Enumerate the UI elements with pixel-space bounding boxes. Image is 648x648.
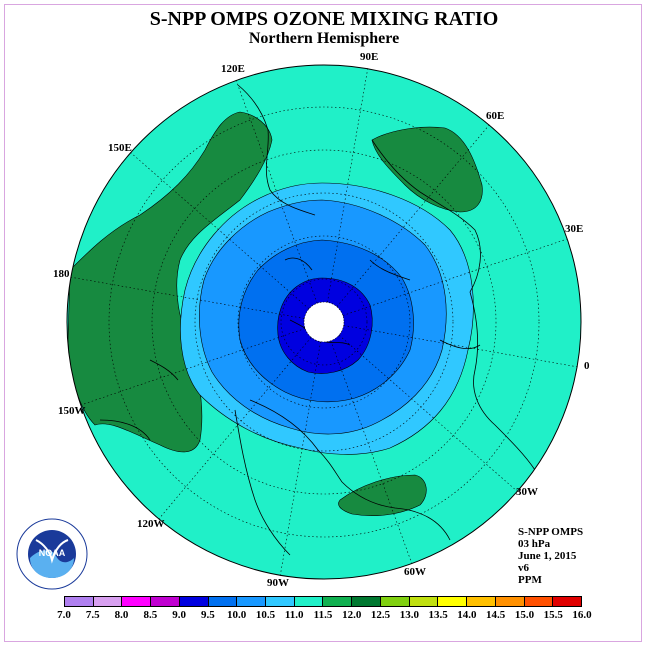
colorbar-tick-label: 13.0 — [399, 609, 419, 621]
lon-label-150w: 150W — [58, 405, 86, 417]
lon-label-60e: 60E — [486, 110, 505, 122]
colorbar-swatch — [495, 597, 525, 606]
colorbar-swatch — [352, 597, 381, 606]
lon-label-120e: 120E — [221, 63, 245, 75]
colorbar-tick-label: 7.0 — [57, 609, 71, 621]
colorbar-swatch — [65, 597, 94, 606]
colorbar-tick-label: 14.5 — [486, 609, 506, 621]
colorbar-tick-label: 12.0 — [342, 609, 362, 621]
info-units: PPM — [518, 574, 542, 586]
lon-label-120w: 120W — [137, 518, 165, 530]
colorbar-swatch — [208, 597, 238, 606]
info-level: 03 hPa — [518, 538, 551, 550]
map-subtitle: Northern Hemisphere — [248, 30, 400, 47]
colorbar-swatch — [122, 597, 152, 606]
colorbar-swatch — [323, 597, 353, 606]
lon-label-60w: 60W — [404, 566, 426, 578]
figure-frame — [4, 4, 642, 642]
meridians — [69, 66, 579, 578]
info-block: S-NPP OMPS 03 hPa June 1, 2015 v6 PPM — [518, 526, 583, 586]
colorbar-swatch — [380, 597, 410, 606]
colorbar-tick-label: 7.5 — [85, 609, 100, 621]
high-region-asia — [371, 126, 483, 213]
colorbar-tick-label: 13.5 — [428, 609, 448, 621]
colorbar-swatch — [151, 597, 180, 606]
colorbar-swatch — [179, 597, 209, 606]
colorbar-tick-label: 11.0 — [284, 609, 304, 621]
colorbar-tick-label: 14.0 — [457, 609, 477, 621]
colorbar-tick-label: 10.0 — [227, 609, 247, 621]
north-pole-gap — [303, 301, 345, 343]
lon-label-0: 0 — [584, 360, 590, 372]
lon-label-30e: 30E — [565, 223, 584, 235]
colorbar-swatch — [93, 597, 123, 606]
colorbar-swatch — [237, 597, 267, 606]
lon-label-30w: 30W — [516, 486, 538, 498]
colorbar-tick-label: 9.0 — [172, 609, 186, 621]
lon-label-90e: 90E — [360, 51, 379, 63]
colorbar-swatch — [294, 597, 324, 606]
info-version: v6 — [518, 562, 529, 574]
colorbar-swatch — [438, 597, 468, 606]
colorbar-tick-label: 15.5 — [543, 609, 563, 621]
lon-label-180: 180 — [53, 268, 70, 280]
latitude-circles — [108, 106, 540, 538]
noaa-logo: NOAA — [16, 518, 88, 590]
colorbar-swatch — [467, 597, 496, 606]
colorbar-tick-label: 16.0 — [572, 609, 592, 621]
lon-label-150e: 150E — [108, 142, 132, 154]
colorbar — [64, 596, 582, 607]
colorbar-tick-label: 8.0 — [114, 609, 129, 621]
colorbar-swatch — [524, 597, 554, 606]
map-outline — [66, 64, 582, 580]
coastlines — [99, 84, 536, 556]
colorbar-tick-label: 15.0 — [514, 609, 535, 621]
colorbar-tick-label: 9.5 — [201, 609, 215, 621]
high-region-atlantic — [338, 474, 427, 516]
colorbar-swatch — [409, 597, 439, 606]
logo-text: NOAA — [39, 548, 66, 558]
info-date: June 1, 2015 — [518, 550, 577, 562]
colorbar-tick-label: 12.5 — [370, 609, 391, 621]
colorbar-tick-label: 10.5 — [255, 609, 276, 621]
colorbar-tick-label: 11.5 — [313, 609, 333, 621]
colorbar-swatch — [553, 597, 581, 606]
high-region-pacific — [67, 111, 273, 453]
info-instrument: S-NPP OMPS — [518, 526, 584, 538]
lon-label-90w: 90W — [267, 577, 289, 589]
colorbar-swatch — [266, 597, 295, 606]
map-title: S-NPP OMPS OZONE MIXING RATIO — [149, 8, 499, 30]
colorbar-tick-label: 8.5 — [143, 609, 158, 621]
